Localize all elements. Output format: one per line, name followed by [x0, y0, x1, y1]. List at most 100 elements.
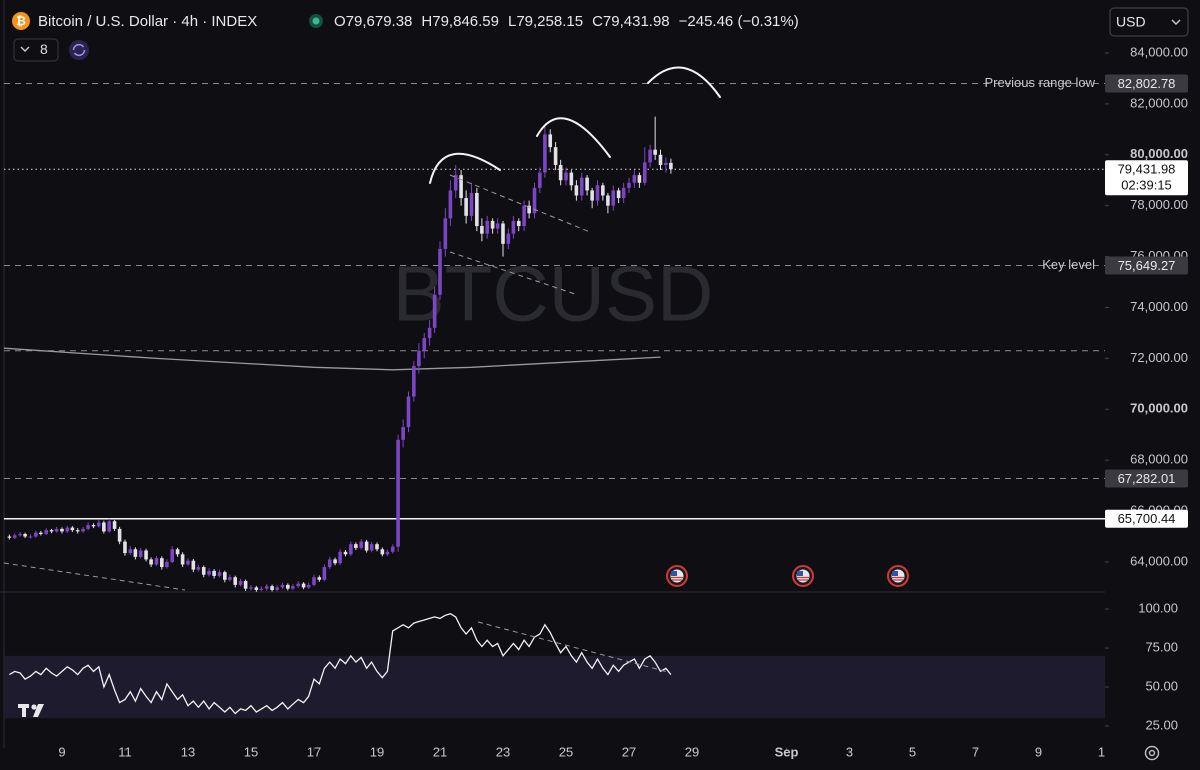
candle-body [286, 584, 290, 589]
candle-body [160, 558, 164, 568]
candle-body [39, 532, 43, 534]
candle-body [291, 586, 295, 589]
candle-body [664, 162, 668, 165]
candle-body [475, 192, 479, 227]
candle-body [102, 522, 106, 532]
rsi-tick-label: 75.00 [1145, 639, 1178, 654]
candle-body [186, 560, 190, 565]
trendline [3, 562, 186, 591]
candle-body [280, 584, 285, 588]
candle-body [296, 583, 301, 587]
candle-body [495, 223, 500, 229]
y-tick-label: 78,000.00 [1130, 197, 1188, 212]
candle-body [154, 558, 159, 565]
x-tick-label: 9 [58, 744, 65, 759]
x-tick-label: 5 [909, 744, 916, 759]
event-icon[interactable] [887, 565, 909, 587]
x-tick-label: 27 [622, 744, 636, 759]
event-icons[interactable] [666, 565, 909, 587]
level-name: Key level [1042, 257, 1095, 272]
x-tick-label: 11 [118, 744, 132, 759]
refresh-button[interactable] [69, 40, 89, 60]
ohlc-value: 79,431.98 [603, 13, 670, 30]
chevron [20, 46, 30, 52]
trendline [477, 621, 669, 673]
candle-body [438, 248, 442, 295]
candle-body [406, 396, 411, 428]
y-tick-label: 82,000.00 [1130, 95, 1188, 110]
candle-body [75, 530, 80, 532]
candle-body [254, 587, 259, 590]
last-price-badge [1105, 160, 1188, 196]
candle-body [207, 570, 211, 575]
symbol-title[interactable]: Bitcoin / U.S. Dollar · 4h · INDEX [38, 13, 257, 30]
level-label: 82,802.78 [1118, 76, 1176, 91]
candle-body [621, 187, 626, 199]
candle-body [459, 175, 463, 199]
candle-body [133, 549, 138, 557]
candle-body [312, 577, 316, 585]
x-tick-label: Sep [775, 744, 799, 759]
candle-body [569, 172, 574, 186]
candle-body [170, 549, 175, 562]
candle-body [427, 327, 432, 339]
candle-body [412, 366, 416, 397]
candle-body [527, 205, 531, 214]
arc [536, 117, 611, 158]
rsi-tick-label: 50.00 [1145, 678, 1178, 693]
candle-body [343, 551, 348, 555]
event-icon[interactable] [666, 565, 688, 587]
candle-body [138, 550, 143, 557]
candle-body [317, 577, 322, 580]
countdown-label: 02:39:15 [1121, 178, 1172, 193]
candle-body [270, 586, 274, 590]
candle-body [243, 581, 248, 589]
indicators-toggle[interactable] [13, 38, 59, 62]
candle-body [642, 162, 647, 183]
candle-body [217, 572, 222, 576]
event-icon[interactable] [792, 565, 814, 587]
level-label: 75,649.27 [1118, 258, 1176, 273]
level-label: 67,282.01 [1118, 471, 1176, 486]
candle-body [333, 559, 337, 564]
candle-body [658, 154, 663, 165]
currency-select[interactable] [1109, 7, 1189, 37]
x-tick-label: 1 [1098, 744, 1105, 759]
candle-body [516, 220, 521, 227]
candle-body [144, 550, 148, 560]
y-tick-label: 80,000.00 [1130, 146, 1188, 161]
ohlc-legend: O79,679.38 H79,846.59 L79,258.15 C79,431.98… [334, 13, 799, 30]
settings-button[interactable] [1144, 745, 1160, 761]
candle-body [464, 198, 468, 216]
candle-body [322, 567, 327, 580]
candle-body [349, 544, 353, 555]
candle-body [301, 583, 306, 588]
candle-body [453, 175, 458, 191]
y-tick-label: 70,000.00 [1130, 401, 1188, 416]
candle-body [223, 572, 227, 580]
arc [647, 66, 721, 98]
chevron [1171, 19, 1181, 25]
candle-body [18, 533, 22, 536]
candle-body [653, 149, 657, 155]
candle-body [212, 570, 216, 576]
candle-body [396, 439, 400, 547]
candle-body [275, 587, 279, 590]
candle-body [585, 177, 589, 191]
candle-body [380, 549, 385, 555]
candle-body [669, 162, 673, 170]
last-price-label: 79,431.98 [1118, 162, 1176, 177]
ohlc-key: H [421, 13, 432, 30]
ohlc-value: 79,258.15 [516, 13, 583, 30]
candle-body [107, 521, 112, 532]
candle-body [601, 185, 605, 196]
candle-body [23, 533, 27, 537]
y-tick-label: 74,000.00 [1130, 299, 1188, 314]
level-badge [1105, 256, 1188, 275]
candle-body [538, 172, 542, 188]
candle-body [548, 134, 553, 148]
candle-body [175, 549, 180, 555]
candle-body [632, 175, 637, 183]
currency-label: USD [1116, 14, 1146, 30]
candle-body [117, 528, 122, 542]
